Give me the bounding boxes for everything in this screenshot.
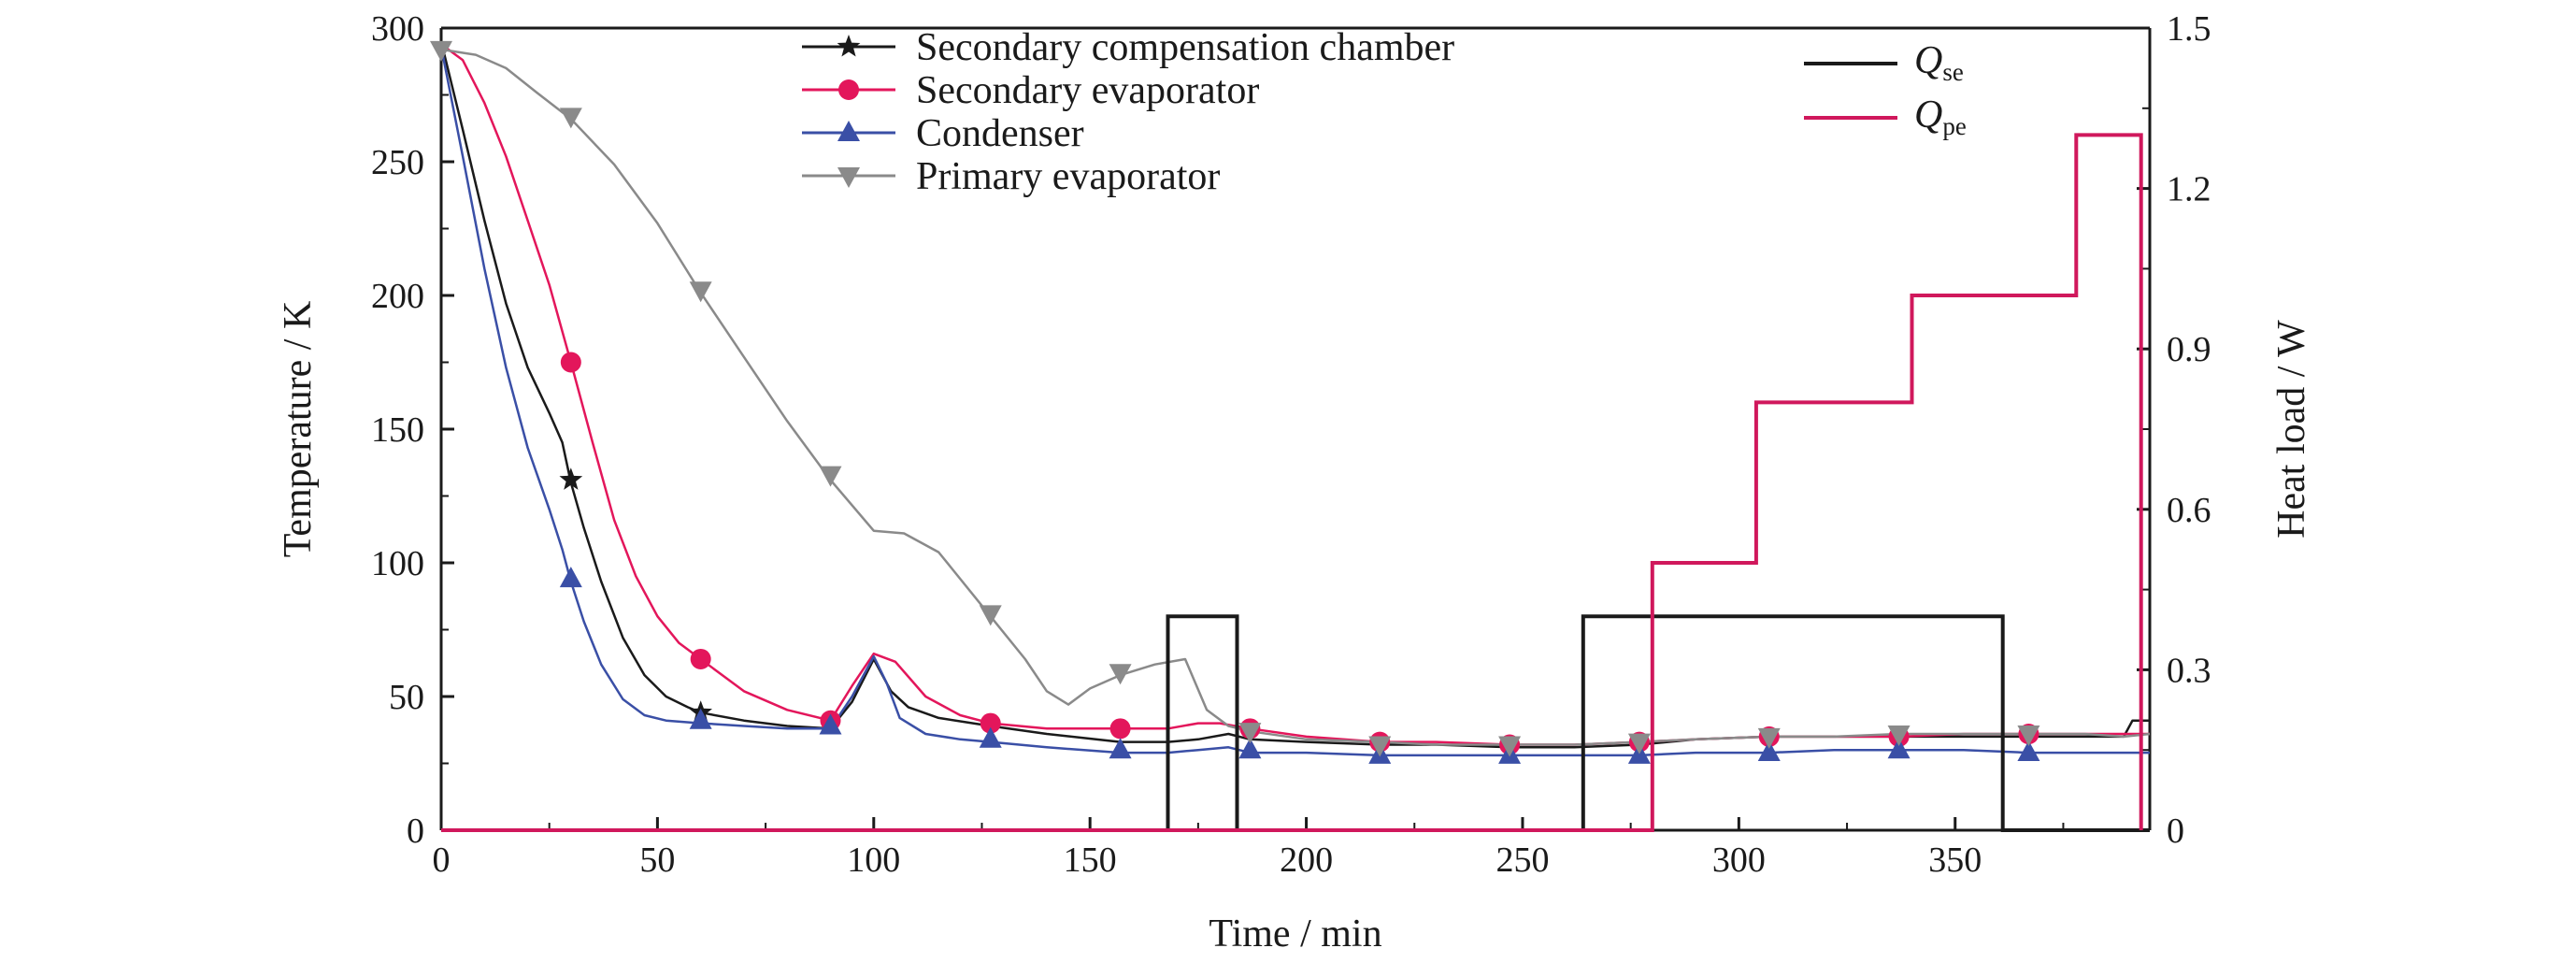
y2-axis-ticks: 0 0.3 0.6 0.9 1.2 1.5 — [2137, 9, 2211, 851]
data-point-marker — [980, 712, 1001, 734]
series-legend: Secondary compensation chamber Secondary… — [802, 26, 1454, 198]
y-tick-label: 50 — [389, 678, 424, 717]
x-tick-label: 100 — [847, 841, 900, 880]
data-point-marker — [1887, 726, 1911, 747]
data-point-marker — [1109, 718, 1131, 740]
legend-item: Secondary evaporator — [802, 69, 1259, 112]
series-line-3 — [440, 48, 2151, 746]
y2-tick-label: 1.2 — [2167, 170, 2211, 209]
legend-label: Condenser — [916, 112, 1084, 155]
x-tick-label: 350 — [1928, 841, 1982, 880]
y-tick-label: 150 — [371, 410, 424, 450]
data-point-marker — [559, 467, 583, 490]
legend-marker — [837, 35, 861, 57]
legend-marker — [837, 121, 860, 141]
series-line-2 — [439, 46, 2150, 757]
data-point-marker — [430, 40, 452, 62]
legend-marker — [838, 79, 859, 100]
data-point-marker — [689, 708, 712, 729]
x-tick-label: 150 — [1064, 841, 1117, 880]
data-point-marker — [979, 605, 1002, 626]
legend-item: Qse — [1804, 39, 1964, 86]
y2-axis-title: Heat load / W — [2270, 320, 2313, 539]
data-point-marker — [560, 352, 581, 373]
y-axis-title: Temperature / K — [277, 301, 320, 558]
y2-tick-label: 0.6 — [2167, 491, 2211, 530]
y-tick-label: 200 — [371, 277, 424, 316]
data-point-marker — [1368, 736, 1392, 757]
data-point-marker — [559, 567, 582, 588]
y-tick-label: 300 — [371, 9, 424, 49]
data-point-marker — [1887, 738, 1911, 759]
series-line-0 — [439, 41, 2150, 749]
legend-item: Secondary compensation chamber — [802, 26, 1454, 69]
legend-item: Qpe — [1804, 93, 1967, 140]
data-point-marker — [1627, 733, 1651, 754]
legend-label: Qse — [1914, 39, 1964, 86]
legend-label: Secondary evaporator — [916, 69, 1259, 112]
data-point-marker — [819, 466, 842, 487]
data-point-marker — [1757, 740, 1781, 762]
data-point-marker — [559, 108, 582, 129]
data-point-marker — [1109, 664, 1132, 685]
legend-label: Qpe — [1914, 93, 1967, 140]
x-tick-label: 300 — [1712, 841, 1766, 880]
y-tick-label: 0 — [407, 812, 424, 851]
y2-tick-label: 0.9 — [2167, 330, 2211, 369]
legend-item: Primary evaporator — [802, 155, 1220, 198]
data-point-marker — [1238, 738, 1262, 759]
data-point-marker — [1757, 727, 1781, 749]
y2-tick-label: 1.5 — [2167, 9, 2211, 49]
data-point-marker — [979, 726, 1002, 748]
data-point-marker — [1498, 736, 1522, 757]
heat-load-legend: Qse Qpe — [1804, 39, 1967, 140]
y-tick-label: 100 — [371, 544, 424, 583]
x-tick-label: 200 — [1280, 841, 1333, 880]
x-axis-ticks: 0 50 100 150 200 250 300 350 — [433, 817, 2065, 880]
marker-layer — [430, 40, 2040, 764]
x-tick-label: 50 — [639, 841, 675, 880]
x-axis-title: Time / min — [1209, 912, 1381, 955]
x-tick-label: 250 — [1496, 841, 1549, 880]
y-tick-label: 250 — [371, 143, 424, 182]
y-axis-ticks: 0 50 100 150 200 250 300 — [371, 9, 454, 851]
data-point-marker — [819, 713, 842, 735]
data-point-marker — [689, 281, 712, 303]
legend-label: Secondary compensation chamber — [916, 26, 1454, 69]
series-line-1 — [440, 43, 2150, 746]
data-point-marker — [2017, 726, 2040, 747]
y2-tick-label: 0.3 — [2167, 651, 2211, 690]
x-tick-label: 0 — [433, 841, 451, 880]
data-point-marker — [1109, 738, 1132, 759]
legend-marker — [837, 167, 860, 188]
y2-tick-label: 0 — [2167, 812, 2184, 851]
data-point-marker — [690, 648, 711, 669]
data-point-marker — [1238, 723, 1262, 744]
legend-label: Primary evaporator — [916, 155, 1220, 198]
series-line-5 — [441, 133, 2143, 832]
data-point-marker — [2017, 740, 2040, 762]
legend-item: Condenser — [802, 112, 1084, 155]
